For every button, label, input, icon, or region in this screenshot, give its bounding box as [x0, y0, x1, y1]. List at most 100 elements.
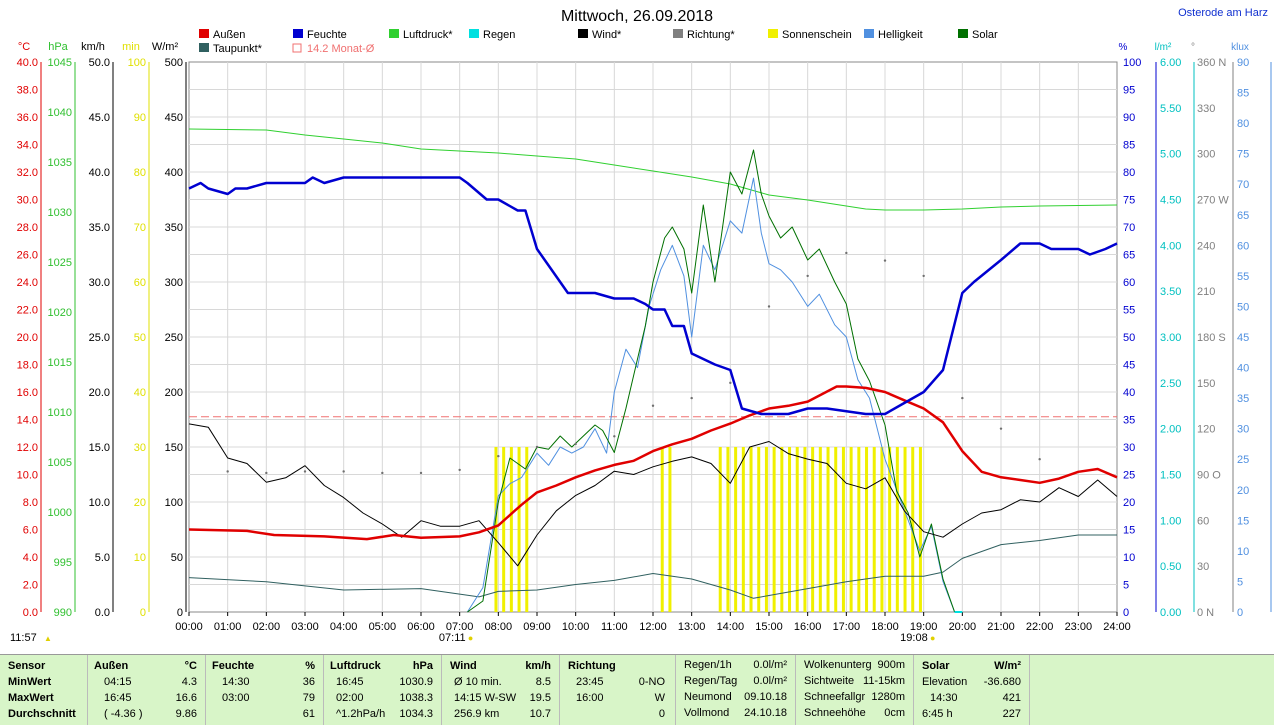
legend-label: Richtung*: [687, 29, 735, 41]
left-tick-label: 0: [177, 607, 183, 619]
left-tick-label: 990: [54, 607, 72, 619]
wind-direction-dot: [226, 470, 229, 473]
left-tick-label: 15.0: [89, 442, 110, 454]
left-axis-unit: °C: [18, 41, 30, 53]
right-tick-label: 5.50: [1160, 103, 1181, 115]
left-tick-label: 38.0: [17, 85, 38, 97]
richtung-header: Richtung: [568, 660, 616, 672]
richtung-max-time: 16:00: [576, 692, 604, 704]
aussen-header: Außen: [94, 660, 129, 672]
x-tick-label: 00:00: [175, 621, 203, 633]
right-tick-label: 0 N: [1197, 607, 1214, 619]
wind-avg-value: 10.7: [529, 708, 551, 720]
wind-direction-dot: [574, 442, 577, 446]
right-tick-label: 65: [1237, 210, 1249, 222]
legend-swatch: [293, 29, 303, 38]
right-tick-label: 0: [1237, 607, 1243, 619]
series-line-luftdruck: [188, 128, 1118, 211]
left-tick-label: 24.0: [17, 277, 38, 289]
sensor-header: Sensor: [8, 660, 46, 672]
sunset-icon: ●: [930, 633, 935, 643]
left-tick-label: 35.0: [89, 222, 110, 234]
schneehoehe-value: 0cm: [884, 707, 905, 719]
legend-label: Wind*: [592, 29, 622, 41]
wind-direction-dot: [381, 471, 384, 475]
solar-max-time: 14:30: [930, 692, 958, 704]
right-tick-label: 80: [1123, 167, 1135, 179]
legend-label: Außen: [213, 29, 245, 41]
legend-swatch: [389, 29, 399, 38]
luftdruck-trend: ^1.2hPa/h: [336, 708, 386, 720]
right-tick-label: 45: [1237, 332, 1249, 344]
right-tick-label: 2.50: [1160, 378, 1181, 390]
left-tick-label: 2.0: [23, 580, 38, 592]
right-tick-label: 150: [1197, 378, 1215, 390]
vollmond-label: Vollmond: [684, 707, 730, 719]
left-tick-label: 1000: [48, 507, 72, 519]
regen-tag-value: 0.0l/m²: [753, 675, 787, 687]
richtung-min-time: 23:45: [576, 676, 604, 688]
left-tick-label: 100: [128, 57, 146, 69]
legend-label: Helligkeit: [878, 29, 923, 41]
left-tick-label: 40.0: [17, 57, 38, 69]
sunshine-bar: [772, 447, 776, 612]
sunshine-bar: [803, 447, 807, 612]
x-tick-label: 07:00: [446, 621, 474, 633]
left-tick-label: 20.0: [17, 332, 38, 344]
stats-regen: Regen/1h 0.0l/m² Regen/Tag 0.0l/m² Neumond…: [676, 655, 796, 725]
sunshine-bar: [660, 447, 664, 612]
legend-swatch: [673, 29, 683, 38]
left-tick-label: 50: [171, 552, 183, 564]
x-tick-label: 01:00: [214, 621, 242, 633]
stats-panel: Sensor MinWert MaxWert Durchschnitt Auße…: [0, 654, 1274, 725]
sunshine-bar: [525, 447, 529, 612]
right-tick-label: 10: [1123, 552, 1135, 564]
x-tick-label: 03:00: [291, 621, 319, 633]
right-tick-label: 75: [1123, 195, 1135, 207]
left-tick-label: 350: [165, 222, 183, 234]
left-tick-label: 200: [165, 387, 183, 399]
left-tick-label: 30.0: [17, 195, 38, 207]
left-tick-label: 1035: [48, 157, 72, 169]
neumond-label: Neumond: [684, 691, 732, 703]
left-tick-label: 20.0: [89, 387, 110, 399]
x-tick-label: 22:00: [1026, 621, 1054, 633]
luftdruck-max-time: 02:00: [336, 692, 364, 704]
left-tick-label: 4.0: [23, 552, 38, 564]
left-tick-label: 40: [134, 387, 146, 399]
right-tick-label: 85: [1237, 88, 1249, 100]
sunshine-bar: [741, 447, 745, 612]
right-tick-label: 55: [1237, 271, 1249, 283]
stats-wind: Wind km/h Ø 10 min. 8.5 14:15 W-SW 19.5 256…: [442, 655, 560, 725]
sunshine-bar: [788, 447, 792, 612]
maxwert-label: MaxWert: [8, 692, 54, 704]
sunshine-bar: [734, 447, 738, 612]
sunshine-bar: [668, 447, 672, 612]
aussen-max-value: 16.6: [175, 692, 197, 704]
schneefallgr-value: 1280m: [871, 691, 905, 703]
left-axis-unit: min: [122, 41, 140, 53]
left-axis-unit: W/m²: [152, 41, 179, 53]
right-tick-label: 95: [1123, 85, 1135, 97]
left-tick-label: 1005: [48, 457, 72, 469]
sichtweite-label: Sichtweite: [804, 675, 855, 687]
sunshine-bar: [841, 447, 845, 612]
legend-swatch: [958, 29, 968, 38]
left-tick-label: 300: [165, 277, 183, 289]
sunshine-bar: [903, 447, 907, 612]
x-tick-label: 21:00: [987, 621, 1015, 633]
wind-direction-dot: [458, 468, 461, 472]
wolkenunterg-label: Wolkenunterg: [804, 659, 872, 671]
right-tick-label: 45: [1123, 360, 1135, 372]
legend-swatch: [578, 29, 588, 38]
wind-direction-dot: [999, 427, 1003, 430]
wind-avg10-value: 8.5: [535, 676, 551, 688]
sunshine-bar: [818, 447, 822, 612]
wind-direction-dot: [1038, 458, 1041, 461]
left-tick-label: 50.0: [89, 57, 110, 69]
left-tick-label: 40.0: [89, 167, 110, 179]
richtung-avg-value: 0: [658, 708, 665, 720]
wind-max-time: 14:15 W-SW: [454, 692, 517, 704]
wind-direction-dot: [303, 470, 307, 473]
sunset-label: 19:08: [900, 632, 928, 644]
